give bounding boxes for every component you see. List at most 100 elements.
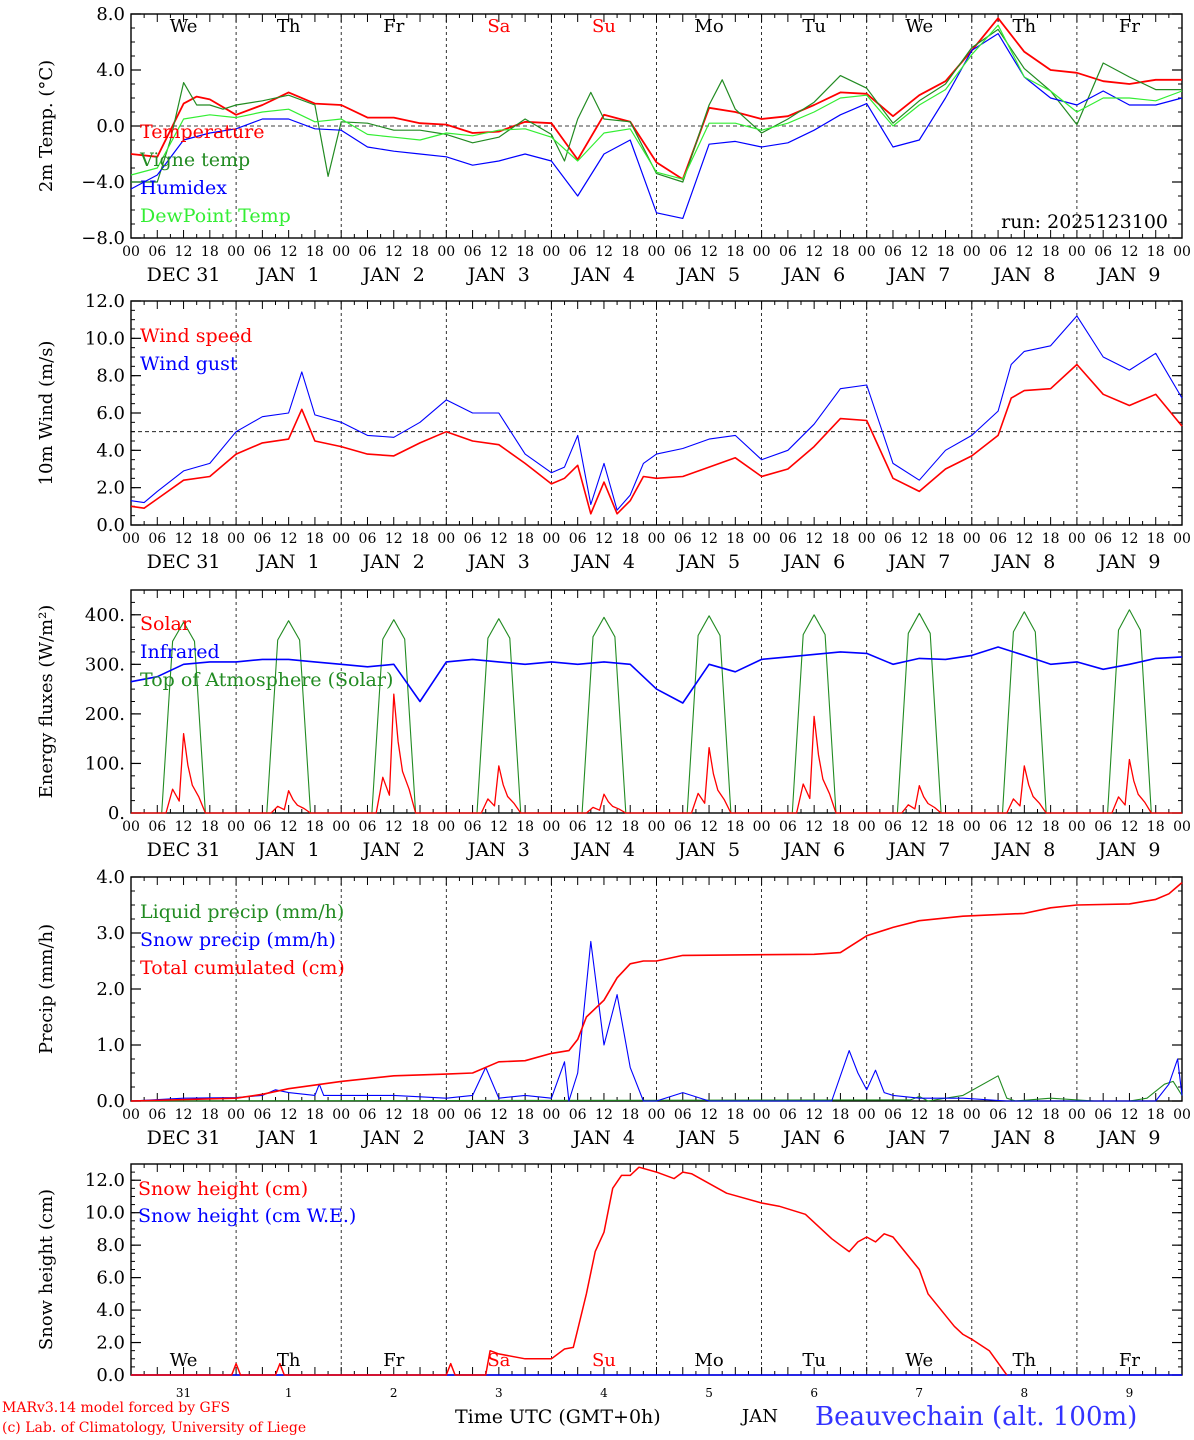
y-tick-label: 12.0	[85, 291, 125, 312]
weekday-label: Mo	[694, 16, 723, 37]
series-infrared	[130, 646, 1183, 704]
credit-lab: (c) Lab. of Climatology, University of L…	[2, 1420, 307, 1436]
hour-tick-label: 00	[1173, 819, 1191, 835]
hour-tick-label: 12	[595, 244, 613, 260]
hour-tick-label: 06	[569, 1107, 587, 1123]
hour-tick-label: 00	[542, 244, 560, 260]
hour-tick-label: 06	[464, 244, 482, 260]
series-wind-gust	[130, 315, 1183, 511]
hour-tick-label: 12	[1121, 819, 1139, 835]
weekday-label: Fr	[1119, 1350, 1140, 1371]
hour-tick-label: 18	[201, 1107, 219, 1123]
hour-tick-label: 12	[1015, 819, 1033, 835]
date-label: JAN 8	[991, 839, 1055, 861]
hour-tick-label: 18	[1147, 819, 1165, 835]
legend-total-cumulated-cm-: Total cumulated (cm)	[140, 957, 345, 979]
hour-tick-label: 12	[910, 1107, 928, 1123]
y-tick-label: 4.0	[96, 60, 125, 81]
panel-precip	[130, 876, 1183, 1102]
legend-snow-precip-mm-h-: Snow precip (mm/h)	[140, 929, 336, 951]
hour-tick-label: 06	[989, 244, 1007, 260]
hour-tick-label: 18	[1042, 1107, 1060, 1123]
day-number-label: 2	[390, 1386, 398, 1400]
y-tick-label: 2.0	[96, 979, 125, 1000]
weekday-label: We	[905, 16, 933, 37]
hour-tick-label: 06	[464, 531, 482, 547]
weekday-label: Th	[277, 1350, 301, 1371]
hour-tick-label: 00	[227, 1107, 245, 1123]
legend-wind-gust: Wind gust	[140, 353, 238, 375]
hour-tick-label: 06	[148, 244, 166, 260]
credit-model: MARv3.14 model forced by GFS	[2, 1400, 231, 1416]
date-label: JAN 7	[886, 1127, 950, 1149]
hour-tick-label: 12	[595, 1107, 613, 1123]
date-label: JAN 6	[781, 551, 845, 573]
legend-liquid-precip-mm-h-: Liquid precip (mm/h)	[140, 901, 344, 923]
hour-tick-label: 06	[989, 531, 1007, 547]
hour-tick-label: 12	[700, 531, 718, 547]
hour-tick-label: 18	[306, 531, 324, 547]
hour-tick-label: 00	[858, 819, 876, 835]
weekday-label: Sa	[487, 1350, 510, 1371]
y-tick-label: 2.0	[96, 478, 125, 499]
panel-snow	[130, 1163, 1183, 1376]
hour-tick-label: 18	[201, 244, 219, 260]
y-tick-label: 3.0	[96, 923, 125, 944]
hour-tick-label: 06	[884, 1107, 902, 1123]
hour-tick-label: 12	[490, 531, 508, 547]
hour-tick-label: 18	[832, 1107, 850, 1123]
hour-tick-label: 12	[385, 819, 403, 835]
hour-tick-label: 18	[1147, 531, 1165, 547]
hour-tick-label: 00	[122, 819, 140, 835]
hour-tick-label: 12	[700, 244, 718, 260]
date-label: JAN 6	[781, 1127, 845, 1149]
hour-tick-label: 18	[411, 819, 429, 835]
date-label: JAN 1	[256, 264, 320, 286]
y-tick-label: 400.	[85, 605, 125, 626]
day-number-label: 8	[1021, 1386, 1029, 1400]
hour-tick-label: 06	[359, 1107, 377, 1123]
run-label: run: 2025123100	[1001, 211, 1168, 233]
series-wind-speed	[130, 363, 1183, 515]
day-number-label: 5	[705, 1386, 713, 1400]
legend-solar: Solar	[140, 613, 192, 635]
date-label: JAN 6	[781, 839, 845, 861]
hour-tick-label: 06	[1094, 819, 1112, 835]
hour-tick-label: 18	[937, 819, 955, 835]
hour-tick-label: 06	[989, 1107, 1007, 1123]
hour-tick-label: 12	[805, 1107, 823, 1123]
legend-vigne-temp: Vigne temp	[139, 149, 250, 171]
date-label: JAN 4	[571, 839, 635, 861]
hour-tick-label: 00	[753, 244, 771, 260]
hour-tick-label: 12	[385, 1107, 403, 1123]
date-label: JAN 1	[256, 839, 320, 861]
y-tick-label: 8.0	[96, 1235, 125, 1256]
date-label: DEC 31	[147, 264, 221, 286]
date-label: JAN 3	[466, 264, 530, 286]
hour-tick-label: 00	[542, 531, 560, 547]
hour-tick-label: 18	[726, 244, 744, 260]
series-total-cumulated-cm-	[130, 881, 1183, 1102]
date-label: JAN 4	[571, 264, 635, 286]
y-tick-label: 8.0	[96, 366, 125, 387]
hour-tick-label: 00	[963, 531, 981, 547]
hour-tick-label: 12	[910, 244, 928, 260]
hour-tick-label: 06	[253, 244, 271, 260]
hour-tick-label: 12	[175, 819, 193, 835]
hour-tick-label: 06	[359, 531, 377, 547]
hour-tick-label: 00	[332, 531, 350, 547]
hour-tick-label: 12	[385, 531, 403, 547]
date-label: JAN 8	[991, 264, 1055, 286]
hour-tick-label: 00	[122, 244, 140, 260]
y-tick-label: 4.0	[96, 867, 125, 888]
hour-tick-label: 18	[411, 244, 429, 260]
date-label: JAN 5	[676, 264, 740, 286]
hour-tick-label: 12	[175, 1107, 193, 1123]
weekday-label: Fr	[383, 16, 404, 37]
legend-humidex: Humidex	[140, 177, 227, 199]
hour-tick-label: 12	[910, 819, 928, 835]
hour-tick-label: 12	[595, 819, 613, 835]
date-label: DEC 31	[147, 551, 221, 573]
hour-tick-label: 18	[306, 819, 324, 835]
weekday-label: Mo	[694, 1350, 723, 1371]
